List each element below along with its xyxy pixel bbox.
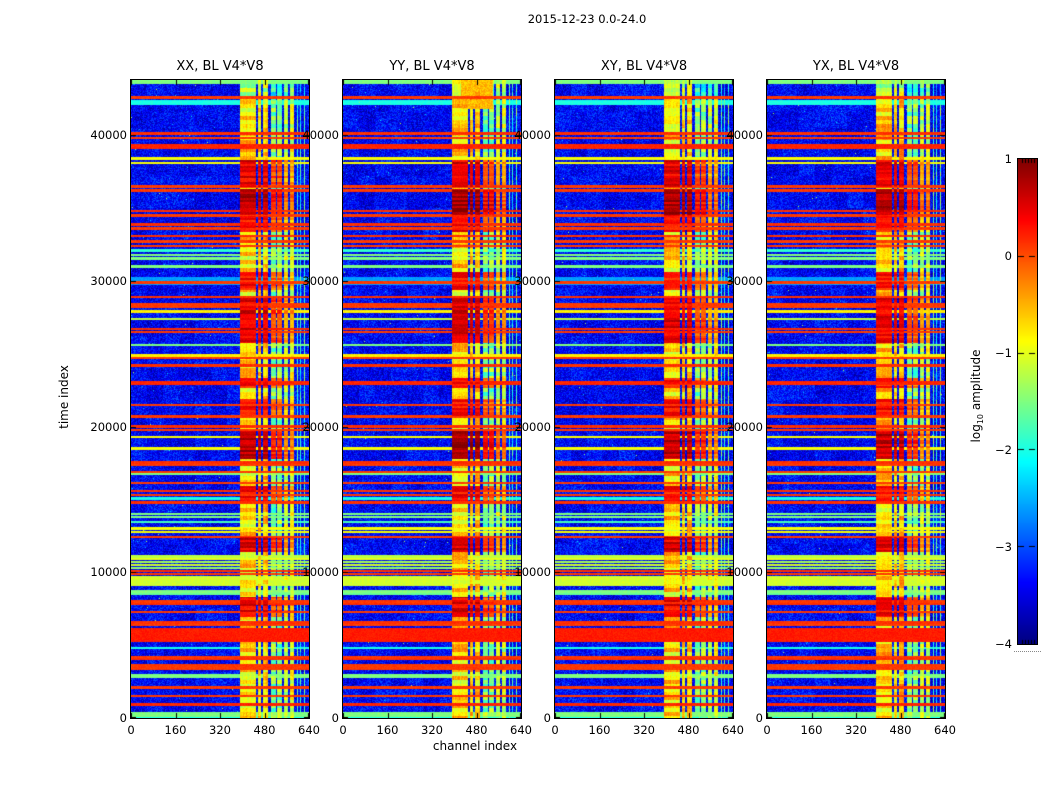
xtick-label: 640 <box>298 723 320 737</box>
ytick-label: 40000 <box>90 128 127 143</box>
xtick-label: 480 <box>465 723 488 737</box>
ytick-label: 40000 <box>514 128 551 143</box>
xtick-label: 160 <box>376 723 399 737</box>
colorbar-label: log10 amplitude <box>968 349 986 443</box>
ytick-label: 0 <box>543 711 551 725</box>
colorbar-tick-label: −3 <box>995 540 1012 554</box>
xtick-label: 0 <box>551 723 559 737</box>
colorbar-tick-label: −1 <box>995 346 1012 360</box>
ytick-label: 20000 <box>302 419 339 434</box>
xtick-label: 320 <box>421 723 443 737</box>
xtick-label: 160 <box>588 723 611 737</box>
ytick-label: 0 <box>755 711 763 725</box>
ytick-label: 0 <box>331 711 339 725</box>
xtick-label: 320 <box>845 723 867 737</box>
ytick-label: 30000 <box>726 274 763 288</box>
ytick-label: 10000 <box>302 565 339 580</box>
xtick-label: 640 <box>510 723 532 737</box>
xtick-label: 160 <box>800 723 823 737</box>
xtick-label: 0 <box>339 723 347 737</box>
ytick-label: 40000 <box>302 128 339 143</box>
xtick-label: 0 <box>763 723 771 737</box>
ytick-label: 30000 <box>514 274 551 288</box>
ytick-label: 30000 <box>302 274 339 288</box>
panel-title-2: XY, BL V4*V8 <box>600 59 688 74</box>
xtick-label: 480 <box>677 723 700 737</box>
heatmap-canvas-1 <box>343 80 521 718</box>
xtick-label: 320 <box>209 723 231 737</box>
colorbar-tick-label: −4 <box>995 637 1012 651</box>
ytick-label: 0 <box>119 711 127 725</box>
xtick-label: 0 <box>127 723 135 737</box>
figure-title: 2015-12-23 0.0-24.0 <box>527 12 647 26</box>
colorbar-tick-label: 0 <box>1004 249 1012 263</box>
ytick-label: 10000 <box>514 565 551 580</box>
colorbar-dotted-edge <box>1014 651 1041 652</box>
heatmap-canvas-0 <box>131 80 309 718</box>
panel-title-1: YY, BL V4*V8 <box>389 59 475 74</box>
xtick-label: 640 <box>934 723 956 737</box>
xtick-label: 640 <box>722 723 744 737</box>
ytick-label: 20000 <box>90 419 127 434</box>
xtick-label: 480 <box>253 723 276 737</box>
colorbar-gradient <box>1018 159 1037 644</box>
panel-title-0: XX, BL V4*V8 <box>176 59 264 74</box>
ytick-label: 10000 <box>726 565 763 580</box>
ytick-label: 20000 <box>514 419 551 434</box>
ytick-label: 20000 <box>726 419 763 434</box>
ytick-label: 30000 <box>90 274 127 288</box>
xtick-label: 320 <box>633 723 655 737</box>
heatmap-canvas-2 <box>555 80 733 718</box>
heatmap-canvas-3 <box>767 80 945 718</box>
xtick-label: 480 <box>889 723 912 737</box>
xtick-label: 160 <box>164 723 187 737</box>
colorbar-tick-label: −2 <box>995 443 1012 457</box>
colorbar-tick-label: 1 <box>1004 152 1012 166</box>
x-axis-label: channel index <box>432 739 518 753</box>
ytick-label: 40000 <box>726 128 763 143</box>
ytick-label: 10000 <box>90 565 127 580</box>
panel-title-3: YX, BL V4*V8 <box>812 59 900 74</box>
